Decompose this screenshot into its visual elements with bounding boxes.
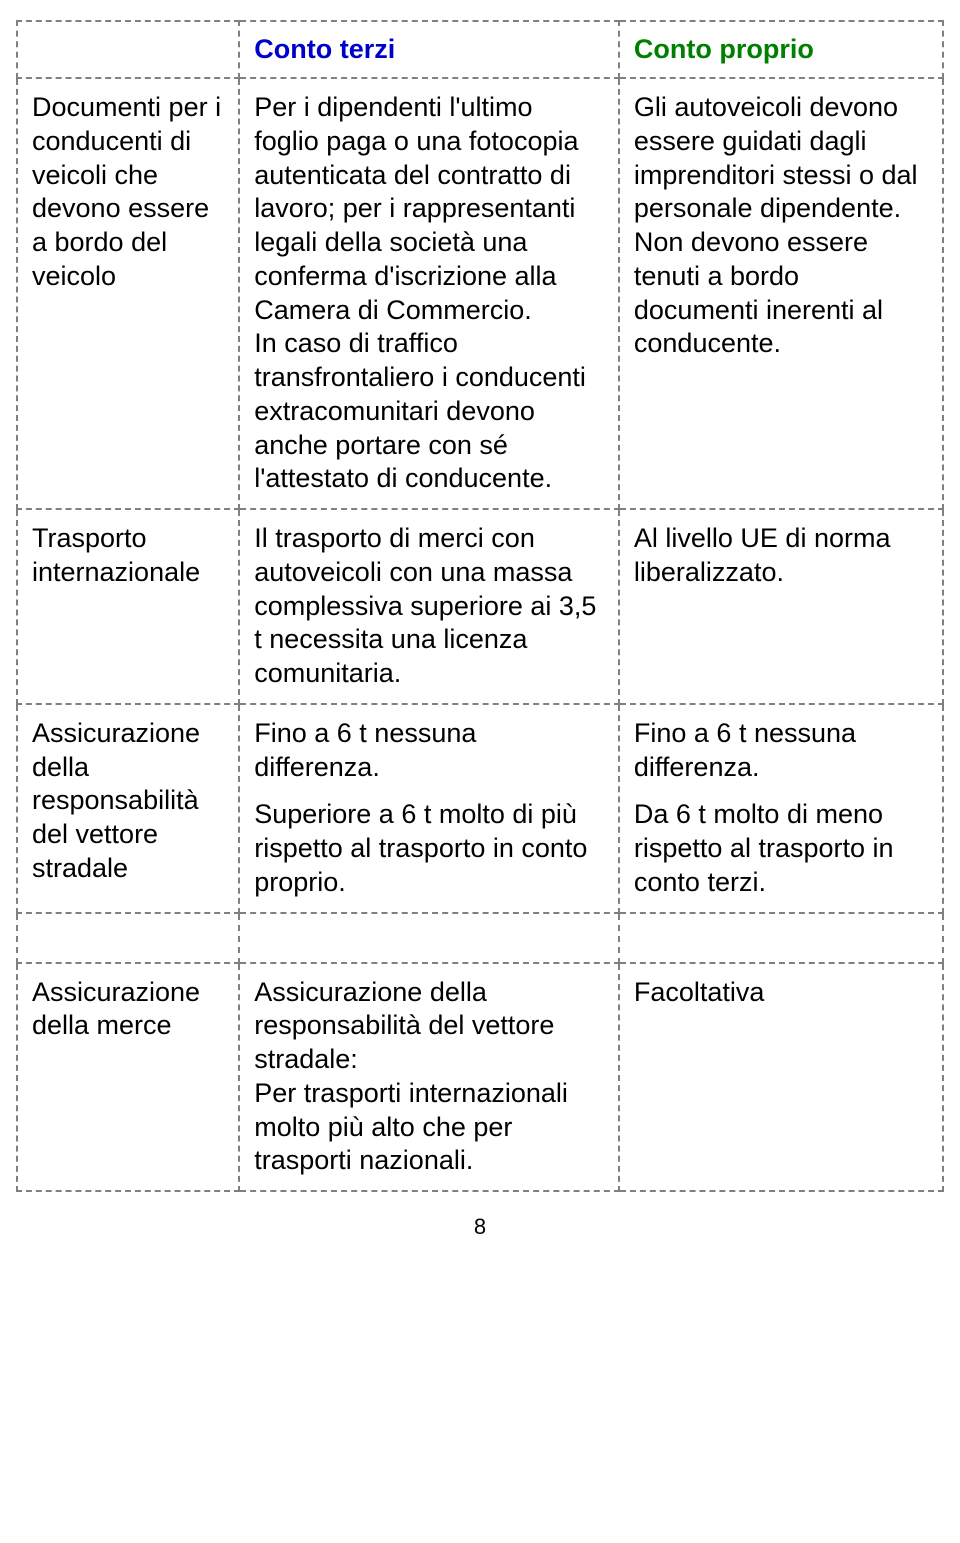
header-col2-text: Conto terzi (254, 34, 395, 64)
row-col3-p2: Da 6 t molto di meno rispetto al traspor… (634, 798, 928, 899)
header-empty (17, 21, 239, 78)
header-conto-proprio: Conto proprio (619, 21, 943, 78)
row-col3: Al livello UE di norma liberalizzato. (619, 509, 943, 704)
table-row: Trasporto internazionale Il trasporto di… (17, 509, 943, 704)
comparison-table: Conto terzi Conto proprio Documenti per … (16, 20, 944, 1192)
row-col2: Il trasporto di merci con autoveicoli co… (239, 509, 619, 704)
row-col2: Assicurazione della responsabilità del v… (239, 963, 619, 1192)
row-col2-p1: Fino a 6 t nessuna differenza. (254, 717, 604, 785)
row-col3: Gli autoveicoli devono essere guidati da… (619, 78, 943, 509)
row-col3: Facoltativa (619, 963, 943, 1192)
table-row: Assicurazione della responsabilità del v… (17, 704, 943, 913)
row-col2: Per i dipendenti l'ultimo foglio paga o … (239, 78, 619, 509)
header-col3-text: Conto proprio (634, 34, 814, 64)
header-row: Conto terzi Conto proprio (17, 21, 943, 78)
page-number: 8 (16, 1214, 944, 1240)
row-label: Documenti per i conducenti di veicoli ch… (17, 78, 239, 509)
row-col3-p1: Fino a 6 t nessuna differenza. (634, 717, 928, 785)
row-label: Trasporto internazionale (17, 509, 239, 704)
header-conto-terzi: Conto terzi (239, 21, 619, 78)
row-col2-p2: Superiore a 6 t molto di più rispetto al… (254, 798, 604, 899)
row-col3: Fino a 6 t nessuna differenza. Da 6 t mo… (619, 704, 943, 913)
table-row: Documenti per i conducenti di veicoli ch… (17, 78, 943, 509)
row-label: Assicurazione della merce (17, 963, 239, 1192)
spacer-row (17, 913, 943, 963)
row-col2: Fino a 6 t nessuna differenza. Superiore… (239, 704, 619, 913)
table-row: Assicurazione della merce Assicurazione … (17, 963, 943, 1192)
row-label: Assicurazione della responsabilità del v… (17, 704, 239, 913)
